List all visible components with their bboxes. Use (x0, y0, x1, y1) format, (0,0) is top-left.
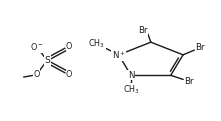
Text: O: O (66, 70, 72, 79)
Text: Br: Br (184, 77, 194, 86)
Text: O: O (34, 70, 40, 79)
Text: N$^+$: N$^+$ (112, 49, 126, 61)
Text: N: N (128, 71, 134, 80)
Text: O: O (66, 42, 72, 51)
Text: Br: Br (195, 43, 205, 52)
Text: CH$_3$: CH$_3$ (88, 37, 105, 50)
Text: O$^-$: O$^-$ (30, 41, 44, 52)
Text: CH$_3$: CH$_3$ (123, 83, 139, 96)
Text: S: S (44, 56, 50, 65)
Text: Br: Br (138, 26, 148, 35)
